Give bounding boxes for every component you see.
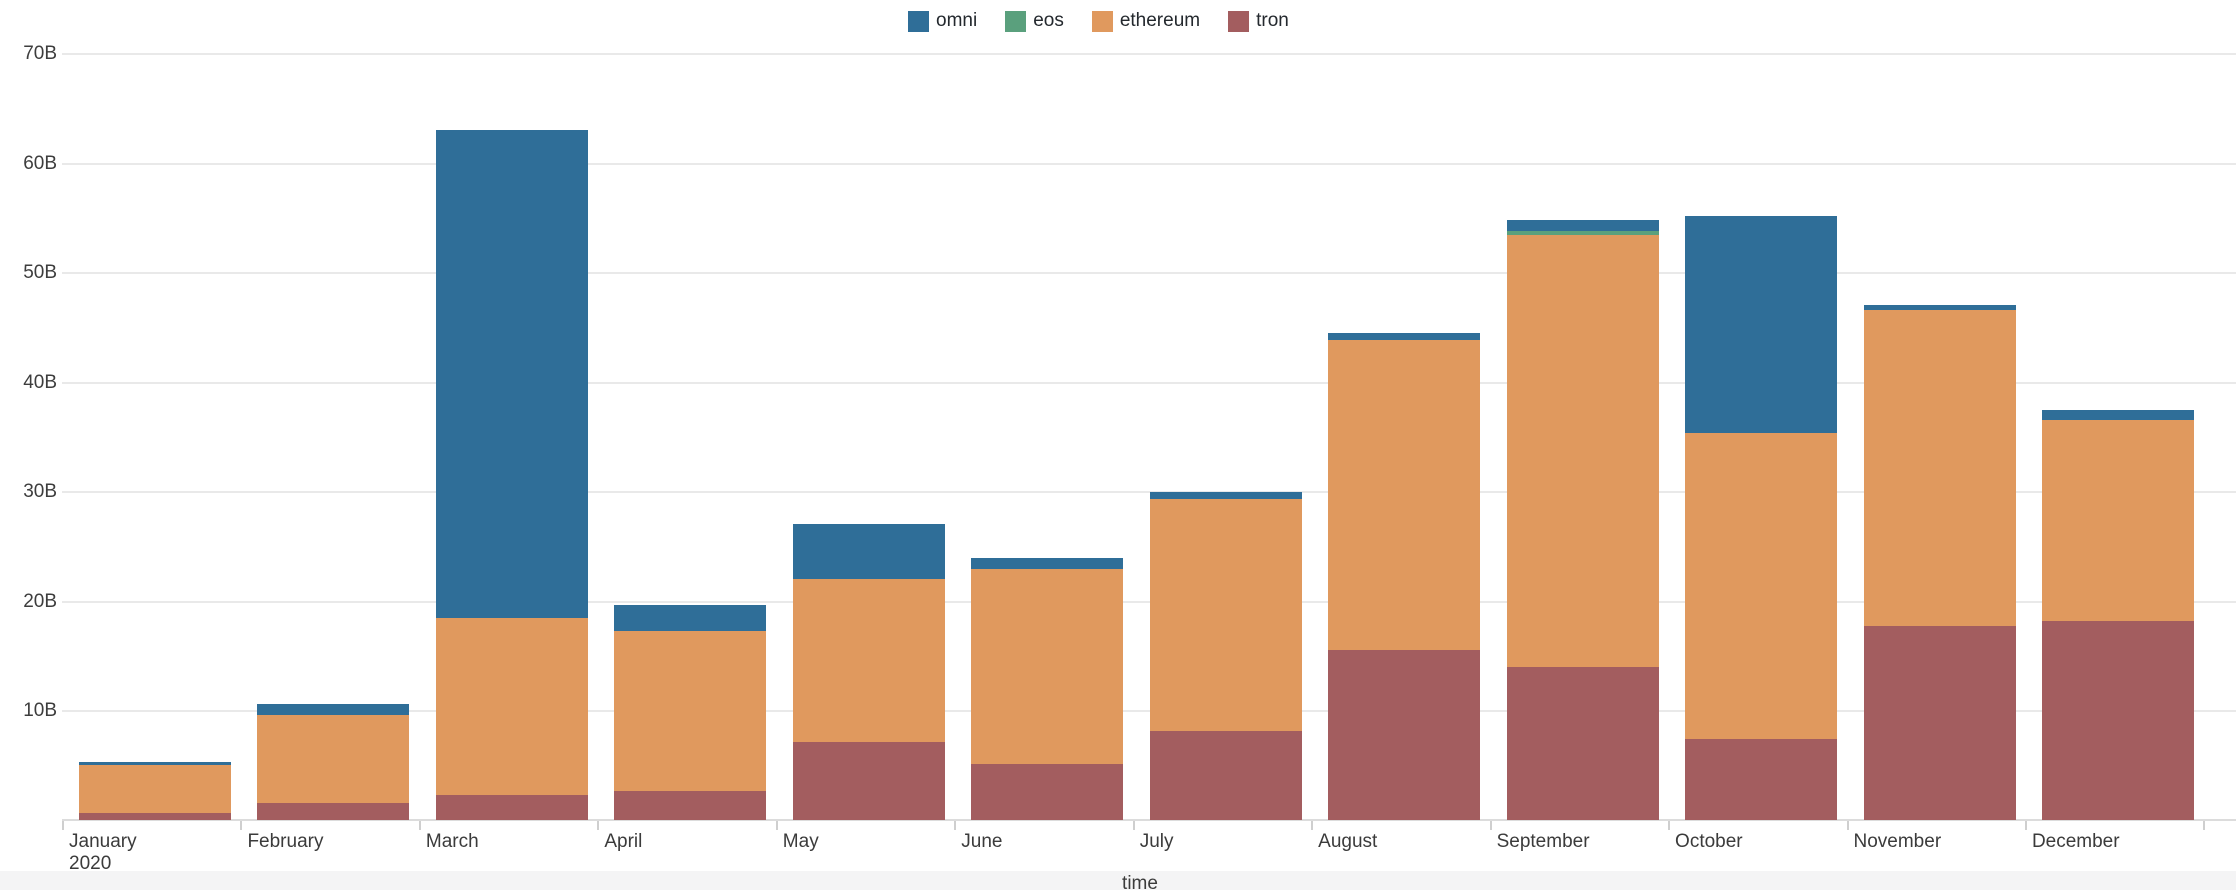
bar-november-omni[interactable] [1863,304,2016,311]
bar-march-tron[interactable] [435,795,588,821]
bar-january-omni[interactable] [79,762,231,765]
bar-october-ethereum[interactable] [1685,432,1838,740]
x-axis-line [62,819,2236,821]
bar-february-ethereum[interactable] [257,715,410,803]
y-axis-tick-label: 70B [23,43,57,64]
bar-july-ethereum[interactable] [1149,498,1302,731]
bar-july-omni[interactable] [1149,492,1302,499]
y-axis-tick-label: 50B [23,262,57,283]
bar-january-ethereum[interactable] [79,764,231,813]
x-axis-label-april: April [604,831,643,852]
legend-label-eos: eos [1033,10,1064,31]
x-axis-tick [2024,820,2027,830]
bar-october-tron[interactable] [1685,739,1838,821]
x-axis-tick [954,820,957,830]
gridline-20B [62,600,2236,603]
bar-september-eos[interactable] [1506,231,1659,235]
x-axis-label-september: September [1496,831,1590,852]
legend-swatch-omni [908,10,929,32]
bar-august-omni[interactable] [1328,333,1481,340]
gridline-30B [62,491,2236,493]
bar-december-ethereum[interactable] [2041,419,2194,622]
y-axis-tick-label: 30B [23,481,57,502]
bar-may-ethereum[interactable] [792,578,945,742]
x-axis-label-july: July [1139,831,1174,852]
x-axis-tick [1489,820,1492,830]
bar-april-ethereum[interactable] [614,631,767,791]
x-axis-tick [597,820,600,830]
legend-swatch-ethereum [1091,10,1113,32]
bar-june-omni[interactable] [971,557,1124,569]
bar-september-omni[interactable] [1506,220,1659,232]
bar-november-tron[interactable] [1863,625,2016,821]
x-axis-label-june: June [961,831,1003,852]
y-axis-tick-label: 60B [23,152,57,174]
gridline-50B [62,272,2236,274]
legend-swatch-tron [1228,10,1250,32]
bar-february-omni[interactable] [257,704,410,716]
x-axis-tick [62,820,64,830]
chart-legend: omni eos ethereum tron [908,10,1289,32]
x-axis-title: time [1122,873,1158,894]
legend-item-eos[interactable]: eos [1005,10,1064,32]
x-axis-tick [775,820,778,830]
x-axis-tick [2203,820,2206,830]
x-axis-label-december: December [2031,831,2120,852]
bar-august-ethereum[interactable] [1328,339,1481,650]
x-axis-tick [1668,820,1671,830]
bar-january-tron[interactable] [79,812,231,821]
legend-label-tron: tron [1256,10,1289,31]
x-axis-label-may: May [782,831,819,852]
bar-april-tron[interactable] [614,790,767,821]
x-axis-label-february: February [247,831,324,852]
bar-september-ethereum[interactable] [1506,234,1659,668]
y-axis-tick-label: 20B [23,590,57,612]
gridline-70B [62,53,2236,55]
bar-february-tron[interactable] [257,802,410,821]
x-axis-tick [418,820,421,830]
bar-august-tron[interactable] [1328,649,1481,821]
legend-item-ethereum[interactable]: ethereum [1091,10,1201,32]
bar-june-ethereum[interactable] [971,568,1124,764]
bar-april-omni[interactable] [614,604,767,632]
x-axis-label-august: August [1318,831,1378,852]
x-axis-tick [1311,820,1314,830]
bar-march-ethereum[interactable] [435,617,588,796]
gridline-10B [62,710,2236,712]
bar-december-tron[interactable] [2041,621,2194,821]
x-axis-tick [240,820,243,830]
y-axis-tick-label: 10B [23,700,57,721]
gridline-60B [62,162,2236,165]
x-axis-title-strip: time [0,871,2236,894]
x-axis-label-october: October [1675,831,1743,852]
x-axis-tick [1846,820,1849,830]
x-axis-label-november: November [1853,831,1942,852]
y-axis-tick-label: 40B [23,371,57,393]
bar-march-omni[interactable] [435,129,588,618]
bar-june-tron[interactable] [971,763,1124,821]
gridline-40B [62,381,2236,384]
x-axis-label-january: January 2020 [69,831,137,874]
bar-november-ethereum[interactable] [1863,310,2016,626]
legend-item-tron[interactable]: tron [1228,10,1289,32]
x-axis-label-march: March [425,831,479,852]
bar-may-omni[interactable] [792,523,945,579]
bar-october-omni[interactable] [1685,216,1838,433]
x-axis-tick [1132,820,1135,830]
legend-label-omni: omni [936,10,978,31]
bar-september-tron[interactable] [1506,667,1659,821]
legend-item-omni[interactable]: omni [908,10,977,32]
bar-december-omni[interactable] [2041,409,2194,420]
legend-label-ethereum: ethereum [1119,10,1201,31]
legend-swatch-eos [1005,10,1027,32]
bar-may-tron[interactable] [792,741,945,821]
bar-july-tron[interactable] [1149,730,1302,821]
